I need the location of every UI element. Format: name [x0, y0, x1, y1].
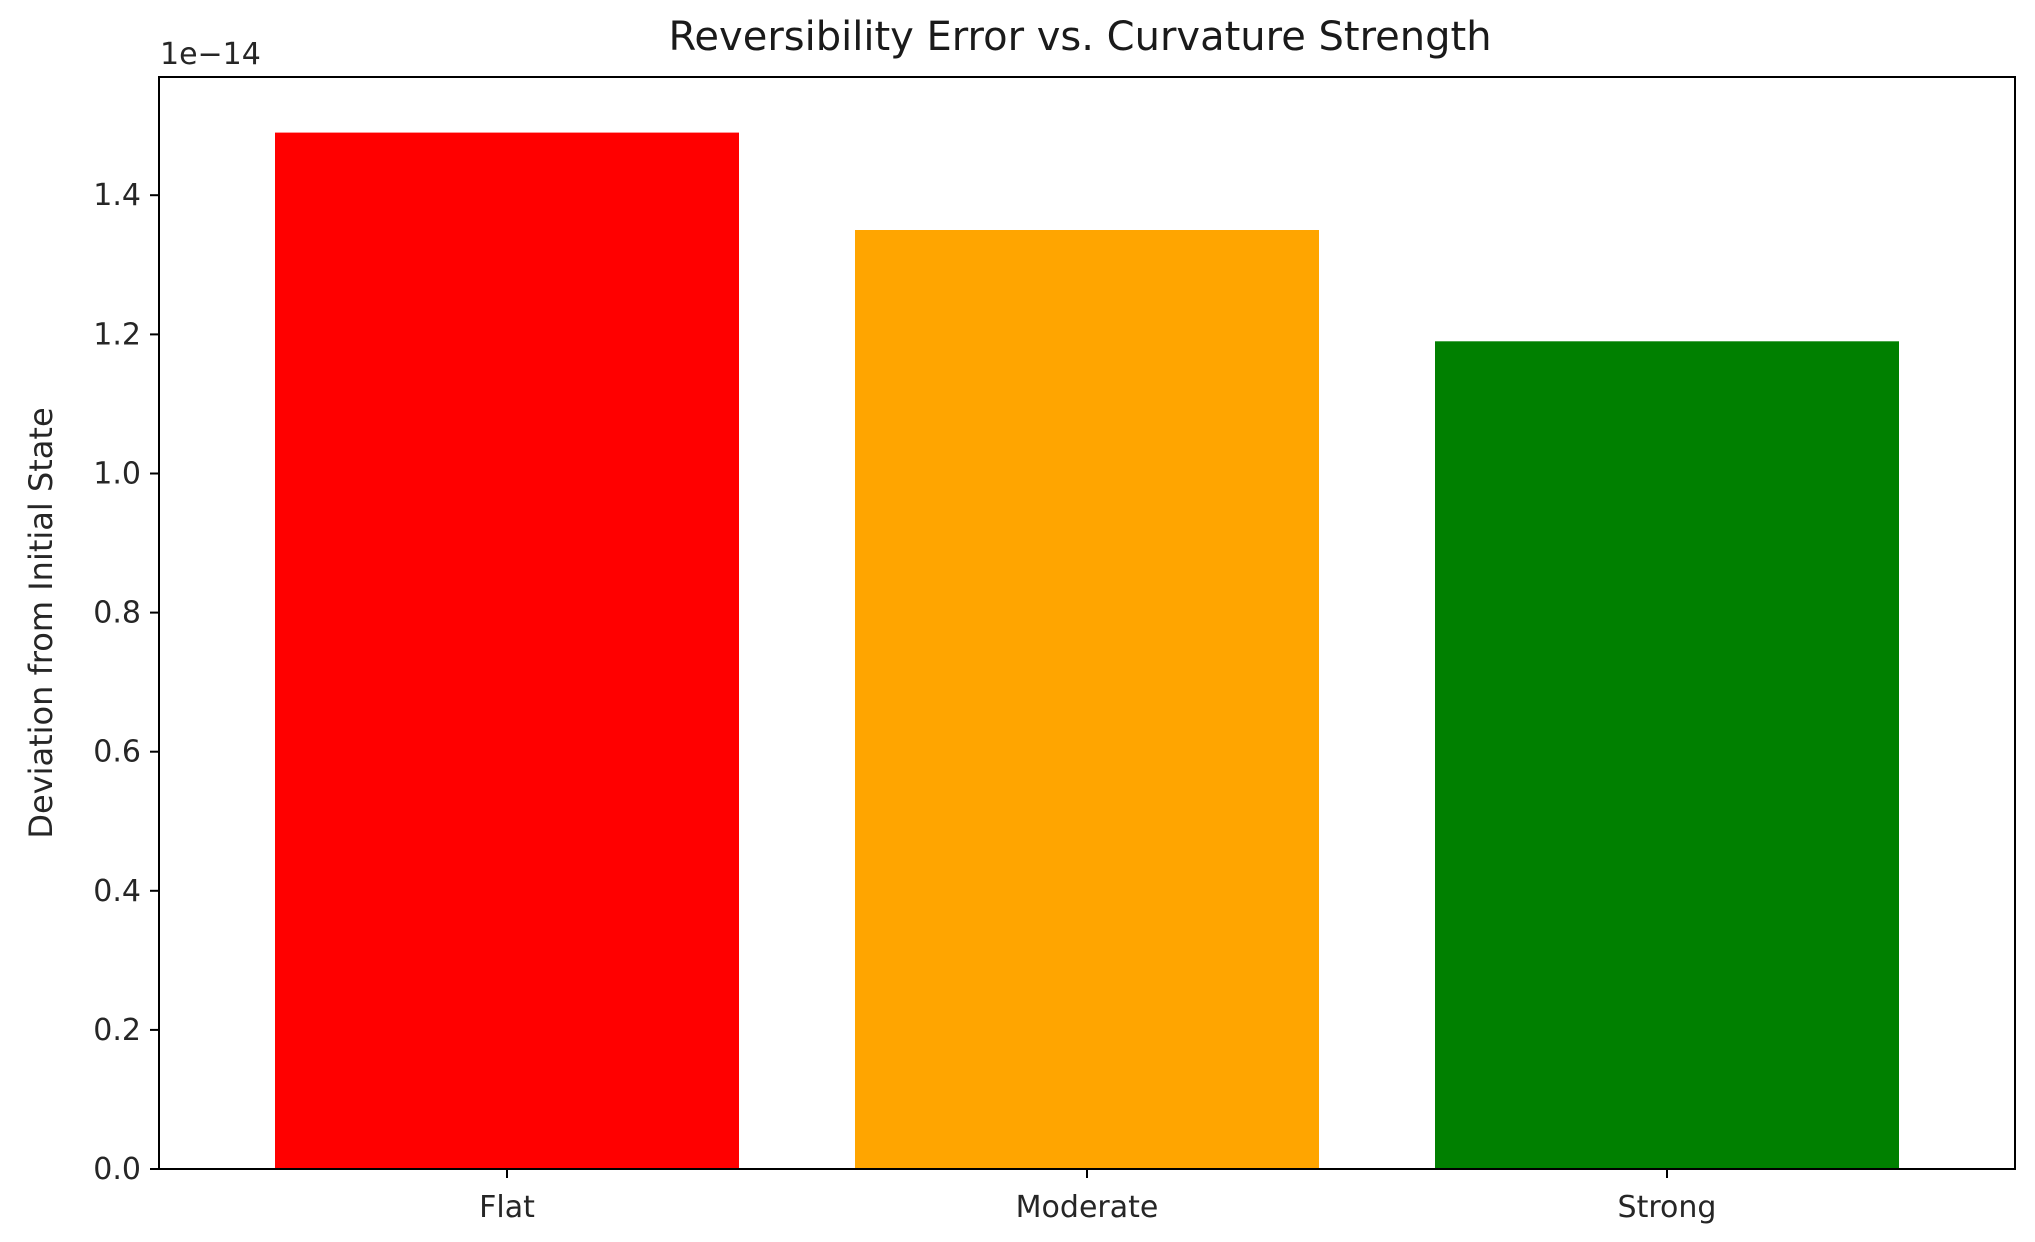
y-tick-label: 1.2 — [93, 317, 141, 352]
y-axis-ticks: 0.0 0.2 0.4 0.6 0.8 1.0 1.2 1.4 — [93, 178, 159, 1187]
y-tick-label: 0.0 — [93, 1152, 141, 1187]
y-axis-title: Deviation from Initial State — [22, 407, 60, 838]
y-tick-label: 1.0 — [93, 457, 141, 492]
y-tick-label: 1.4 — [93, 178, 141, 213]
chart-title: Reversibility Error vs. Curvature Streng… — [668, 14, 1491, 60]
bars-group — [275, 132, 1899, 1170]
bar-flat — [275, 132, 739, 1170]
x-tick-label-moderate: Moderate — [1016, 1190, 1159, 1225]
y-tick-label: 0.2 — [93, 1013, 141, 1048]
y-axis-offset-label: 1e−14 — [160, 37, 261, 72]
bar-moderate — [855, 230, 1319, 1169]
bar-strong — [1435, 341, 1899, 1169]
y-tick-label: 0.6 — [93, 735, 141, 770]
y-tick-label: 0.8 — [93, 596, 141, 631]
x-axis-ticks: Flat Moderate Strong — [479, 1169, 1716, 1225]
y-tick-label: 0.4 — [93, 874, 141, 909]
x-tick-label-strong: Strong — [1618, 1190, 1717, 1225]
x-tick-label-flat: Flat — [479, 1190, 535, 1225]
plot-area-frame — [158, 76, 2016, 1170]
